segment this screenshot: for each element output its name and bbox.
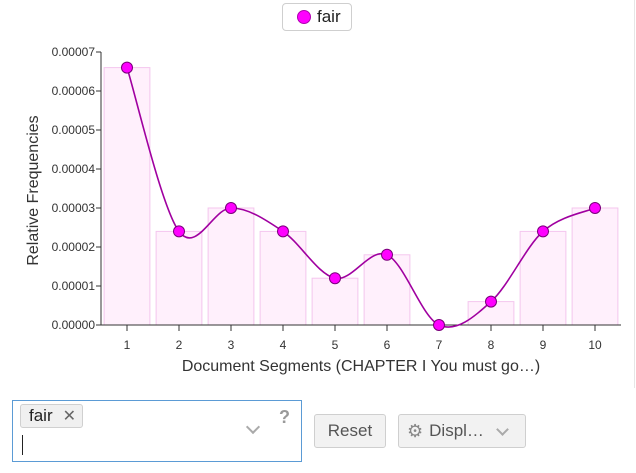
- y-axis-label: Relative Frequencies: [25, 115, 42, 265]
- point-4: [277, 225, 289, 238]
- y-tick-label: 0.00002: [52, 240, 96, 254]
- x-tick-label: 7: [436, 338, 443, 352]
- remove-tag-icon[interactable]: ✕: [62, 408, 77, 425]
- point-5: [329, 272, 341, 285]
- chevron-down-icon[interactable]: [245, 419, 261, 435]
- point-2: [173, 225, 185, 238]
- bar-1: [103, 67, 151, 326]
- point-7: [433, 319, 445, 331]
- x-tick-label: 4: [280, 338, 287, 352]
- x-tick-label: 3: [228, 338, 235, 352]
- x-tick-label: 2: [176, 338, 183, 352]
- point-10: [589, 202, 601, 214]
- x-tick-label: 5: [332, 338, 339, 352]
- bar-2: [155, 230, 203, 326]
- controls-bar: fair ✕ ? Reset ⚙ Displ…: [0, 388, 636, 473]
- selected-term-tag: fair ✕: [20, 404, 84, 428]
- help-icon[interactable]: ?: [279, 407, 290, 427]
- x-tick-label: 8: [488, 338, 495, 352]
- point-3: [225, 202, 237, 214]
- gear-icon: ⚙: [407, 420, 424, 441]
- legend-item-fair[interactable]: fair: [282, 3, 352, 31]
- x-tick-label: 10: [588, 338, 602, 352]
- y-tick-label: 0.00007: [52, 45, 96, 59]
- y-tick-label: 0.00005: [52, 123, 96, 137]
- bar-3: [207, 207, 255, 326]
- bar-6: [363, 254, 411, 326]
- reset-button[interactable]: Reset: [314, 414, 386, 448]
- point-8: [485, 295, 497, 308]
- x-tick-label: 6: [384, 338, 391, 352]
- y-tick-label: 0.00003: [52, 201, 96, 215]
- text-cursor: [22, 435, 23, 455]
- x-tick-label: 9: [540, 338, 547, 352]
- legend-label: fair: [317, 7, 341, 26]
- bar-5: [311, 277, 359, 326]
- point-1: [121, 61, 133, 74]
- y-tick-label: 0.00000: [52, 318, 96, 332]
- y-tick-label: 0.00001: [52, 279, 96, 293]
- y-tick-label: 0.00004: [52, 162, 96, 176]
- point-6: [381, 248, 393, 261]
- term-select[interactable]: fair ✕ ?: [12, 400, 302, 462]
- chart-frame: [634, 0, 635, 388]
- chevron-down-icon: [496, 422, 509, 436]
- bar-10: [571, 207, 619, 326]
- x-tick-label: 1: [124, 338, 131, 352]
- display-label: Displ…: [429, 421, 484, 440]
- bar-9: [519, 230, 567, 326]
- tag-label: fair: [29, 406, 53, 425]
- point-9: [537, 225, 549, 238]
- y-tick-label: 0.00006: [52, 84, 96, 98]
- display-options-button[interactable]: ⚙ Displ…: [398, 414, 526, 448]
- relative-frequency-chart: 0.00000 0.00001 0.00002 0.00003 0.00004 0.000…: [25, 45, 621, 375]
- legend-marker: [297, 10, 311, 24]
- x-axis-label: Document Segments (CHAPTER I You must go…: [182, 358, 540, 375]
